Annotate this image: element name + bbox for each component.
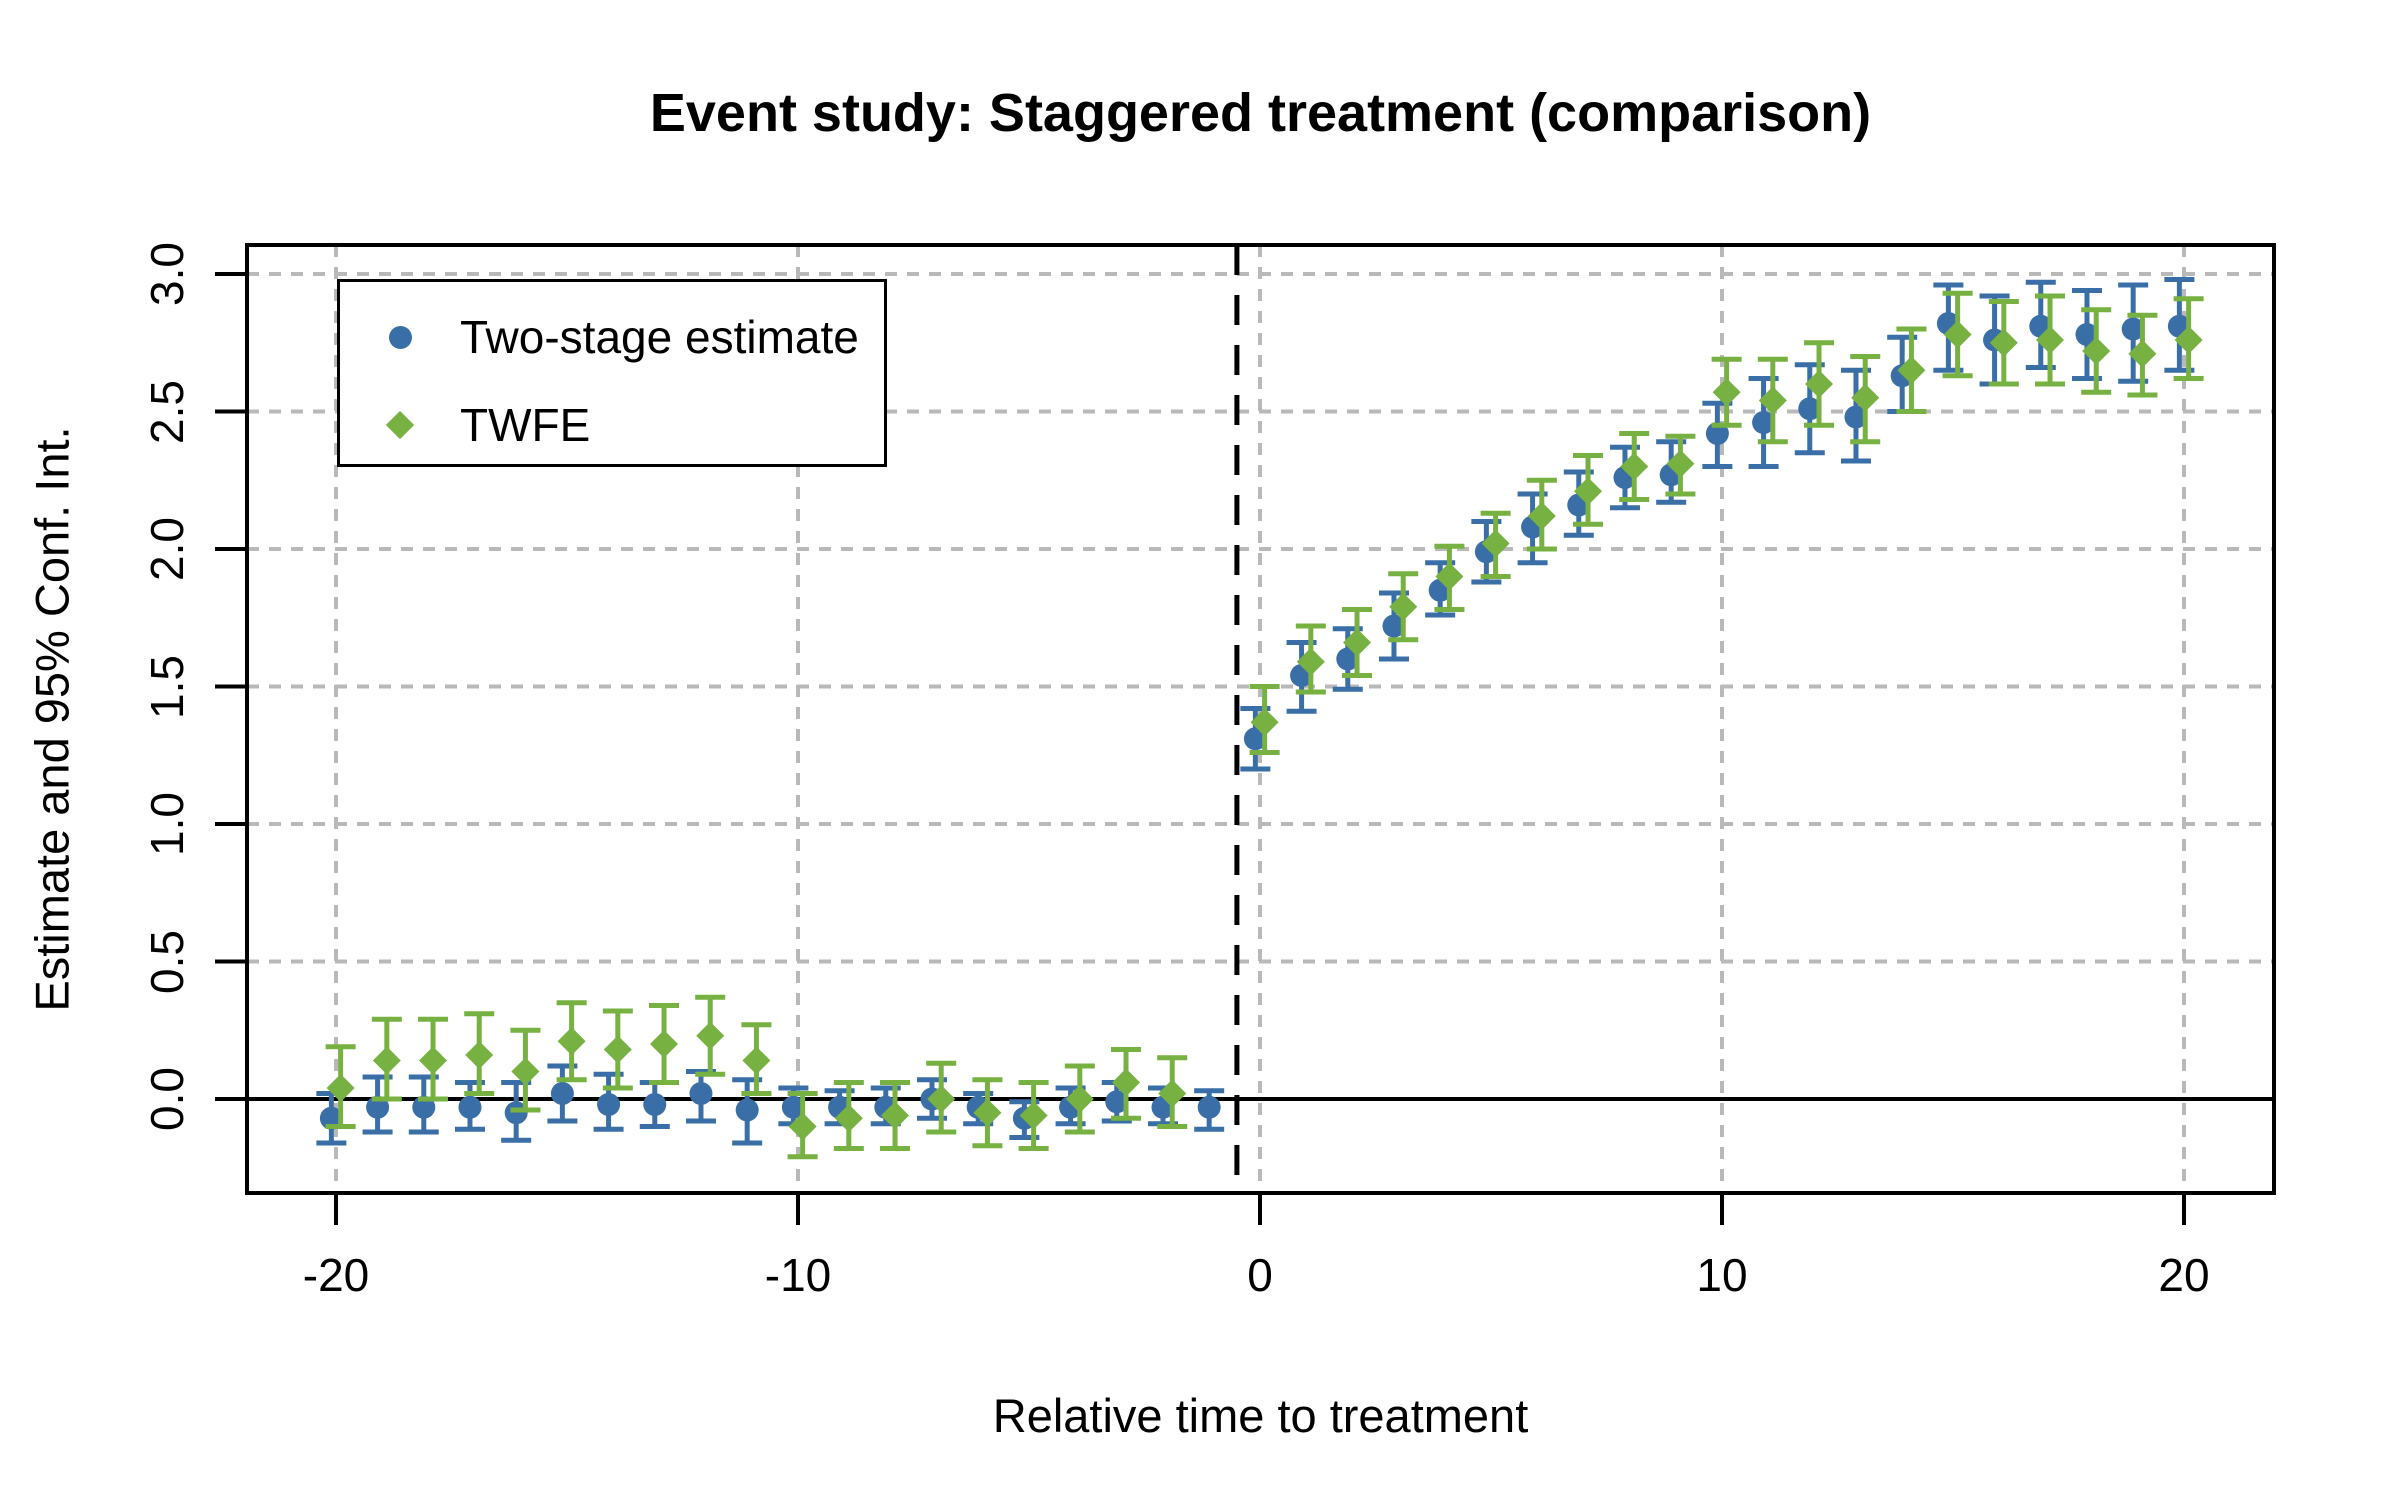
x-tick-label: -10 bbox=[764, 1249, 832, 1301]
data-point-diamond bbox=[2036, 326, 2065, 354]
data-point-diamond bbox=[834, 1104, 863, 1133]
data-point-circle bbox=[2075, 323, 2099, 346]
data-point-circle bbox=[504, 1101, 528, 1125]
data-point-circle bbox=[1798, 397, 1822, 421]
chart-title: Event study: Staggered treatment (compar… bbox=[649, 83, 1872, 143]
data-point-circle bbox=[643, 1093, 667, 1116]
data-point-diamond bbox=[372, 1046, 401, 1075]
x-axis-title: Relative time to treatment bbox=[992, 1389, 1529, 1442]
data-point-diamond bbox=[1158, 1079, 1187, 1108]
data-point-diamond bbox=[1712, 378, 1741, 407]
data-point-circle bbox=[1752, 411, 1776, 434]
data-point-diamond bbox=[1851, 383, 1880, 412]
data-point-circle bbox=[1197, 1095, 1221, 1119]
data-point-diamond bbox=[1250, 708, 1279, 737]
data-point-circle bbox=[1243, 727, 1267, 751]
data-point-circle bbox=[689, 1082, 713, 1105]
data-point-diamond bbox=[1897, 356, 1926, 385]
data-point-diamond bbox=[2174, 326, 2203, 354]
data-point-diamond bbox=[2128, 339, 2157, 368]
data-point-diamond bbox=[927, 1085, 956, 1113]
data-point-circle bbox=[1105, 1090, 1129, 1114]
data-point-diamond bbox=[603, 1035, 632, 1064]
data-point-diamond bbox=[1666, 449, 1695, 478]
data-point-diamond bbox=[1065, 1085, 1094, 1113]
data-point-diamond bbox=[1435, 562, 1464, 591]
data-point-diamond bbox=[1805, 370, 1834, 398]
data-point-circle bbox=[781, 1095, 805, 1119]
y-tick-label: 2.5 bbox=[141, 379, 193, 444]
data-point-diamond bbox=[1112, 1068, 1141, 1097]
circle-marker-icon bbox=[388, 325, 412, 349]
data-point-diamond bbox=[650, 1030, 679, 1058]
data-point-circle bbox=[1844, 405, 1868, 429]
legend-item-twfe: TWFE bbox=[340, 399, 884, 451]
data-point-circle bbox=[2121, 317, 2145, 341]
y-tick-label: 2.0 bbox=[141, 517, 193, 581]
data-point-diamond bbox=[881, 1101, 910, 1130]
data-point-diamond bbox=[1989, 328, 2018, 357]
data-point-diamond bbox=[1343, 628, 1372, 657]
data-point-diamond bbox=[742, 1046, 771, 1075]
x-tick-label: 20 bbox=[2158, 1249, 2210, 1301]
y-tick-label: 0.0 bbox=[141, 1067, 193, 1131]
data-point-diamond bbox=[696, 1021, 725, 1050]
data-point-circle bbox=[458, 1095, 482, 1119]
diamond-marker-icon bbox=[385, 410, 415, 440]
data-point-circle bbox=[550, 1082, 574, 1105]
legend-marker-cell bbox=[340, 410, 460, 440]
data-point-diamond bbox=[1527, 502, 1556, 530]
data-point-circle bbox=[735, 1098, 759, 1122]
data-point-diamond bbox=[1296, 647, 1325, 676]
legend-item-two-stage: Two-stage estimate bbox=[340, 311, 884, 363]
y-axis-title: Estimate and 95% Conf. Int. bbox=[25, 426, 79, 1012]
data-point-diamond bbox=[788, 1112, 817, 1141]
data-point-diamond bbox=[465, 1041, 494, 1069]
x-tick-label: 10 bbox=[1696, 1249, 1748, 1301]
data-point-diamond bbox=[1019, 1101, 1048, 1130]
x-tick-label: 0 bbox=[1247, 1249, 1273, 1301]
legend: Two-stage estimate TWFE bbox=[337, 279, 887, 467]
data-point-diamond bbox=[1758, 386, 1787, 415]
y-tick-label: 0.5 bbox=[141, 929, 193, 994]
y-tick-label: 3.0 bbox=[141, 242, 193, 306]
y-tick-label: 1.5 bbox=[141, 654, 193, 719]
data-point-diamond bbox=[973, 1098, 1002, 1127]
data-point-diamond bbox=[1574, 477, 1603, 506]
data-point-circle bbox=[597, 1093, 621, 1116]
legend-marker-cell bbox=[340, 325, 460, 349]
data-point-diamond bbox=[326, 1074, 355, 1102]
y-tick-label: 1.0 bbox=[141, 792, 193, 856]
data-point-diamond bbox=[511, 1057, 540, 1086]
data-point-diamond bbox=[1943, 320, 1972, 349]
legend-label-two-stage: Two-stage estimate bbox=[460, 311, 859, 363]
data-point-diamond bbox=[419, 1046, 448, 1075]
data-point-diamond bbox=[2082, 337, 2111, 365]
data-point-diamond bbox=[557, 1027, 586, 1056]
data-point-circle bbox=[1336, 647, 1360, 671]
data-point-diamond bbox=[1389, 592, 1418, 621]
data-point-diamond bbox=[1481, 529, 1510, 558]
data-point-circle bbox=[1382, 614, 1406, 638]
data-point-diamond bbox=[1620, 452, 1649, 481]
legend-label-twfe: TWFE bbox=[460, 399, 591, 451]
x-tick-label: -20 bbox=[302, 1249, 370, 1301]
